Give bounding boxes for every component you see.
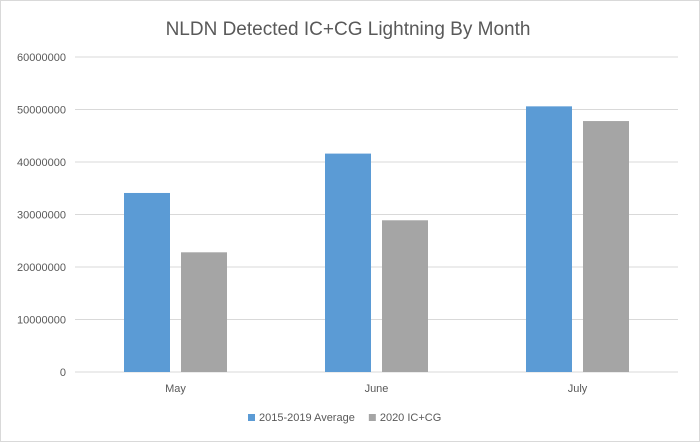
chart-title: NLDN Detected IC+CG Lightning By Month bbox=[166, 19, 531, 40]
x-tick-label: June bbox=[365, 383, 389, 395]
legend-swatch bbox=[368, 414, 376, 421]
legend-label: 2015-2019 Average bbox=[259, 412, 355, 424]
y-tick-label: 40000000 bbox=[17, 157, 66, 169]
bar-june-series-1 bbox=[325, 153, 371, 372]
bar-june-series-2 bbox=[382, 220, 428, 372]
bar-july-series-2 bbox=[583, 121, 629, 372]
bar-july-series-1 bbox=[526, 106, 572, 372]
y-tick-label: 30000000 bbox=[17, 210, 66, 222]
x-tick-label: July bbox=[568, 383, 588, 395]
y-tick-label: 0 bbox=[60, 367, 66, 379]
legend-swatch bbox=[248, 414, 255, 421]
y-tick-label: 60000000 bbox=[17, 52, 66, 64]
y-tick-label: 10000000 bbox=[17, 315, 66, 327]
y-tick-label: 50000000 bbox=[17, 105, 66, 117]
bar-may-series-2 bbox=[181, 252, 227, 372]
bar-may-series-1 bbox=[124, 192, 170, 372]
x-tick-label: May bbox=[165, 383, 186, 395]
y-tick-label: 20000000 bbox=[17, 262, 66, 274]
legend-label: 2020 IC+CG bbox=[380, 412, 441, 424]
